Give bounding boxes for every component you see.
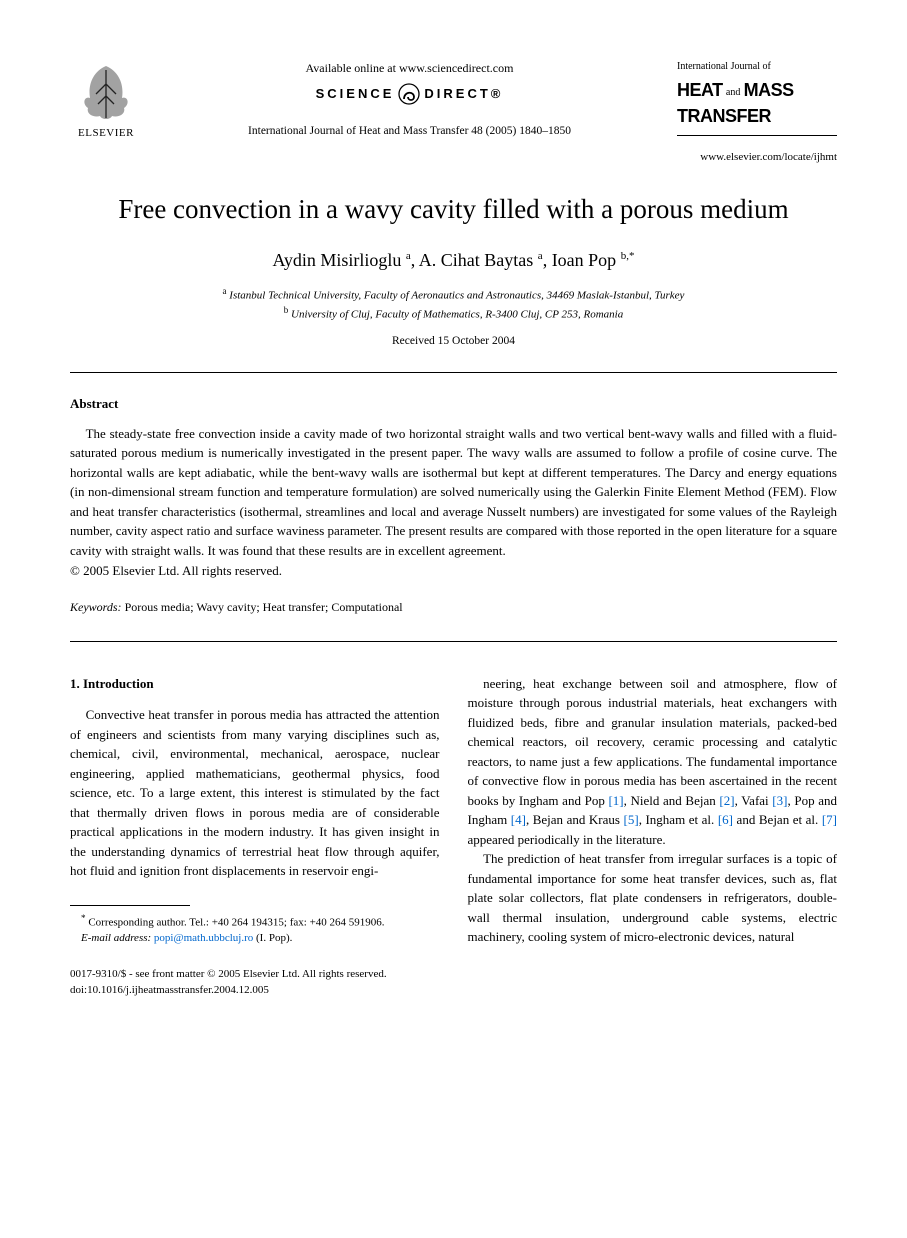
hmt-transfer: TRANSFER	[677, 103, 837, 129]
corresponding-footnote: * Corresponding author. Tel.: +40 264 19…	[70, 912, 440, 932]
authors-line: Aydin Misirlioglu a, A. Cihat Baytas a, …	[70, 247, 837, 273]
intro-paragraph-2: The prediction of heat transfer from irr…	[468, 849, 838, 947]
front-matter-line: 0017-9310/$ - see front matter © 2005 El…	[70, 967, 837, 982]
email-tail: (I. Pop).	[256, 932, 292, 944]
journal-citation: International Journal of Heat and Mass T…	[154, 123, 665, 140]
sciencedirect-swirl-icon	[398, 83, 420, 105]
ref-link[interactable]: [4]	[511, 812, 526, 827]
abstract-heading: Abstract	[70, 395, 837, 414]
email-link[interactable]: popi@math.ubbcluj.ro	[154, 932, 253, 944]
email-footnote: E-mail address: popi@math.ubbcluj.ro (I.…	[70, 931, 440, 947]
email-label: E-mail address:	[81, 932, 151, 944]
hmt-and: and	[726, 86, 740, 97]
hmt-heat: HEAT	[677, 80, 723, 100]
paper-title: Free convection in a wavy cavity filled …	[70, 190, 837, 229]
ref-link[interactable]: [1]	[608, 793, 623, 808]
received-date: Received 15 October 2004	[70, 333, 837, 350]
doi-line: doi:10.1016/j.ijheatmasstransfer.2004.12…	[70, 983, 837, 998]
keywords-line: Keywords: Porous media; Wavy cavity; Hea…	[70, 599, 837, 616]
journal-brand-block: International Journal of HEAT and MASS T…	[677, 60, 837, 136]
available-online-text: Available online at www.sciencedirect.co…	[154, 60, 665, 77]
ref-link[interactable]: [7]	[822, 812, 837, 827]
rule-top	[70, 372, 837, 373]
ref-link[interactable]: [5]	[624, 812, 639, 827]
abstract-copyright: © 2005 Elsevier Ltd. All rights reserved…	[70, 562, 837, 581]
elsevier-logo: ELSEVIER	[70, 60, 142, 142]
affiliations: a Istanbul Technical University, Faculty…	[70, 285, 837, 323]
sciencedirect-left: SCIENCE	[316, 85, 395, 104]
intro-paragraph-1-cont: neering, heat exchange between soil and …	[468, 674, 838, 850]
keywords-text: Porous media; Wavy cavity; Heat transfer…	[125, 600, 403, 614]
hmt-mass: MASS	[744, 80, 794, 100]
elsevier-label: ELSEVIER	[78, 126, 134, 142]
sciencedirect-logo: SCIENCE DIRECT®	[316, 83, 504, 105]
locate-url[interactable]: www.elsevier.com/locate/ijhmt	[70, 150, 837, 166]
column-left: 1. Introduction Convective heat transfer…	[70, 674, 440, 948]
front-matter-block: 0017-9310/$ - see front matter © 2005 El…	[70, 967, 837, 998]
abstract-body: The steady-state free convection inside …	[70, 424, 837, 561]
rule-bottom	[70, 641, 837, 642]
ij-label: International Journal of	[677, 60, 837, 75]
ref-link[interactable]: [6]	[718, 812, 733, 827]
footnote-separator	[70, 905, 190, 906]
section-1-heading: 1. Introduction	[70, 674, 440, 694]
corr-author-text: Corresponding author. Tel.: +40 264 1943…	[88, 916, 384, 928]
column-right: neering, heat exchange between soil and …	[468, 674, 838, 948]
intro-paragraph-1: Convective heat transfer in porous media…	[70, 705, 440, 881]
two-column-body: 1. Introduction Convective heat transfer…	[70, 674, 837, 948]
ref-link[interactable]: [2]	[719, 793, 734, 808]
ref-link[interactable]: [3]	[772, 793, 787, 808]
header-row: ELSEVIER Available online at www.science…	[70, 60, 837, 142]
sciencedirect-right: DIRECT®	[424, 85, 503, 104]
keywords-label: Keywords:	[70, 600, 122, 614]
elsevier-tree-icon	[74, 60, 138, 124]
header-center: Available online at www.sciencedirect.co…	[142, 60, 677, 140]
